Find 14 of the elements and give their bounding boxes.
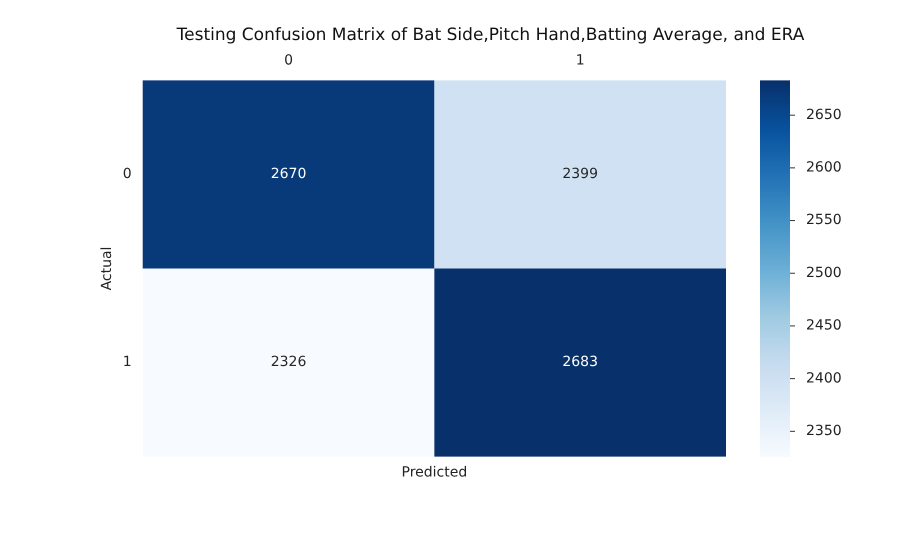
data-label: 2326	[270, 354, 306, 370]
color-bar-label: 2600	[806, 160, 842, 176]
x-axis-title: Predicted	[401, 464, 468, 481]
color-bar-label: 2550	[806, 212, 842, 228]
color-bar-label: 2450	[806, 318, 842, 334]
color-bar-label: 2400	[806, 370, 842, 386]
y-axis-title: Actual	[99, 246, 116, 290]
color-bar-label: 2650	[806, 106, 842, 123]
color-bar-label: 2350	[806, 422, 842, 439]
chart-title: Testing Confusion Matrix of Bat Side,Pitch Hand,Batting Average, and ERA	[176, 24, 805, 45]
data-label: 2399	[562, 166, 598, 182]
color-bar-label: 2500	[806, 264, 842, 281]
data-label: 2683	[562, 354, 598, 370]
data-label: 2670	[270, 166, 306, 182]
